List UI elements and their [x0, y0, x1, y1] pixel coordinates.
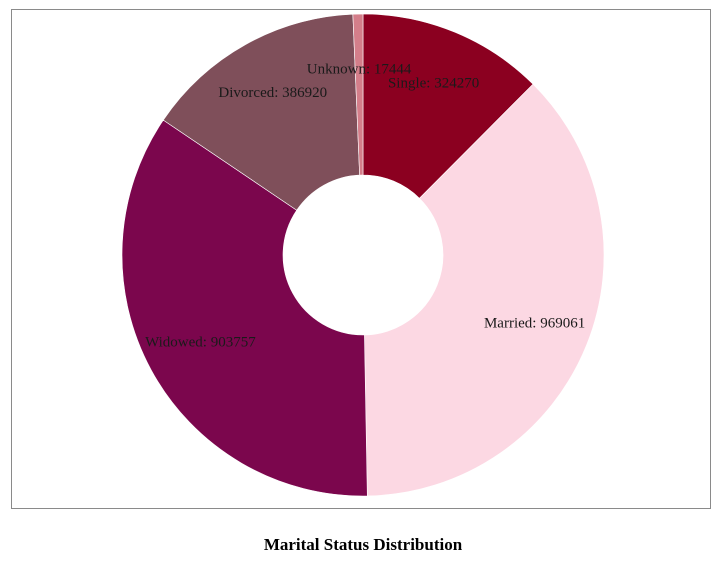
slice-label-married: Married: 969061: [484, 316, 585, 332]
donut-chart: Single: 324270 Married: 969061 Widowed: 90…: [121, 13, 605, 497]
slice-label-single: Single: 324270: [388, 75, 479, 91]
slice-divorced: [162, 13, 360, 211]
slice-label-unknown: Unknown: 17444: [307, 61, 412, 77]
chart-frame: Single: 324270 Married: 969061 Widowed: 90…: [11, 9, 711, 509]
slice-unknown: [352, 13, 364, 176]
slice-widowed: [121, 119, 368, 497]
slice-label-widowed: Widowed: 903757: [145, 335, 256, 351]
slice-label-divorced: Divorced: 386920: [218, 85, 327, 101]
slice-married: [364, 83, 605, 497]
chart-title: Marital Status Distribution: [263, 535, 463, 554]
slices-group: [121, 13, 605, 497]
slice-single: [362, 13, 534, 199]
labels-group: Single: 324270 Married: 969061 Widowed: 90…: [145, 61, 585, 350]
